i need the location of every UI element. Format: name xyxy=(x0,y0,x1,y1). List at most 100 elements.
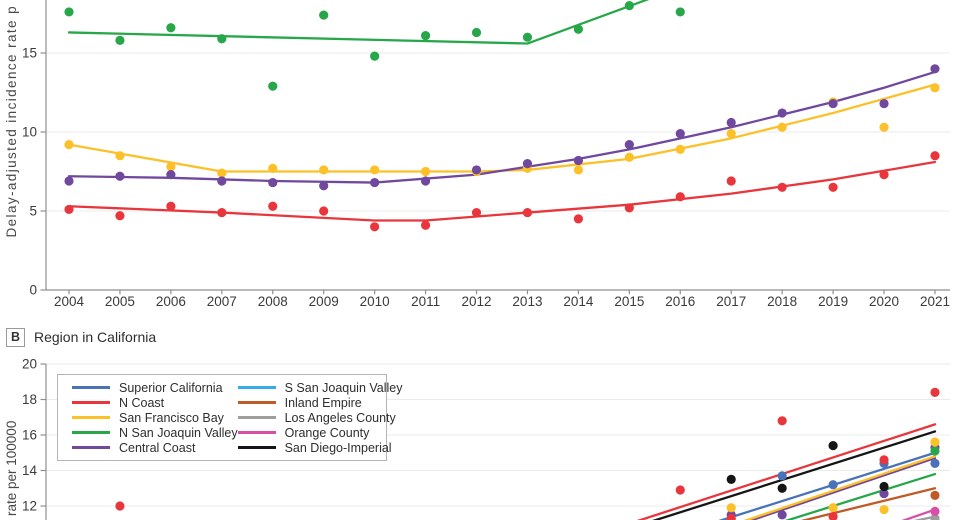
data-point xyxy=(64,140,74,150)
data-point xyxy=(726,503,736,513)
data-point xyxy=(370,165,380,175)
legend-item: S San Joaquin Valley xyxy=(237,380,403,395)
panel-a-y-axis-label: Delay-adjusted incidence rate p xyxy=(4,5,19,238)
data-point xyxy=(930,458,940,468)
data-point xyxy=(522,159,533,169)
data-point xyxy=(166,170,176,180)
panel-b-header: B Region in California xyxy=(6,327,156,347)
data-point xyxy=(777,122,787,132)
trend-line xyxy=(652,430,937,520)
legend-label: Los Angeles County xyxy=(284,410,396,425)
legend-item: San Diego-Imperial xyxy=(237,440,403,455)
data-point xyxy=(217,207,227,218)
trend-line xyxy=(784,472,937,520)
y-tick-label: 5 xyxy=(29,204,37,219)
data-point xyxy=(115,501,125,511)
x-tick-label: 2004 xyxy=(54,294,85,309)
data-point xyxy=(930,437,940,447)
y-tick-label: 14 xyxy=(22,463,38,478)
data-point xyxy=(420,176,431,186)
x-tick-label: 2005 xyxy=(105,294,135,309)
data-point xyxy=(879,455,889,465)
trend-line xyxy=(748,456,937,520)
data-point xyxy=(166,23,176,33)
data-point xyxy=(879,98,889,109)
data-point xyxy=(624,140,634,150)
data-point xyxy=(268,201,278,211)
trend-line xyxy=(800,487,937,520)
data-point xyxy=(930,387,940,397)
legend-swatch xyxy=(237,401,276,404)
data-point xyxy=(930,490,940,500)
data-point xyxy=(828,441,838,451)
data-point xyxy=(879,481,889,492)
legend-item: Superior California xyxy=(72,380,238,395)
data-point xyxy=(115,211,125,221)
data-point xyxy=(930,446,940,456)
data-point xyxy=(777,483,787,493)
legend-label: N Coast xyxy=(119,395,165,410)
data-point xyxy=(319,206,329,216)
legend-label: Inland Empire xyxy=(284,395,362,410)
panel-a-chart: Delay-adjusted incidence rate p 0 5 10 15 20… xyxy=(4,0,950,309)
legend-item: Central Coast xyxy=(72,440,238,455)
legend-swatch xyxy=(72,446,110,449)
data-point xyxy=(675,7,685,17)
legend-label: San Diego-Imperial xyxy=(284,440,392,455)
data-point xyxy=(624,1,634,11)
y-tick-label: 10 xyxy=(22,125,37,140)
legend-item: N Coast xyxy=(72,395,238,410)
data-point xyxy=(930,151,940,161)
data-point xyxy=(726,128,736,139)
data-point xyxy=(420,31,431,41)
x-tick-label: 2019 xyxy=(818,294,848,309)
data-point xyxy=(624,152,634,162)
data-point xyxy=(268,81,278,91)
data-point xyxy=(64,176,74,186)
panel-b-chart: rate per 100000 20 18 16 14 12 xyxy=(4,357,950,520)
legend-item: N San Joaquin Valley xyxy=(72,425,238,440)
legend-item: Orange County xyxy=(237,425,403,440)
legend-swatch xyxy=(237,431,276,434)
data-point xyxy=(828,503,838,513)
data-point xyxy=(64,7,74,17)
legend-swatch xyxy=(72,416,110,419)
data-point xyxy=(777,182,787,192)
data-point xyxy=(268,177,278,188)
data-point xyxy=(522,32,533,42)
data-point xyxy=(573,24,584,34)
x-tick-label: 2007 xyxy=(207,294,237,309)
data-point xyxy=(370,222,380,232)
data-point xyxy=(471,207,482,218)
data-point xyxy=(624,203,634,213)
data-point xyxy=(64,204,74,215)
legend-label: N San Joaquin Valley xyxy=(119,425,238,440)
data-point xyxy=(370,51,380,61)
x-tick-label: 2011 xyxy=(411,294,440,309)
x-tick-label: 2010 xyxy=(360,294,390,309)
trend-line xyxy=(743,455,937,520)
data-point xyxy=(522,207,533,218)
data-point xyxy=(166,162,176,172)
data-point xyxy=(319,10,329,20)
x-tick-label: 2016 xyxy=(665,294,695,309)
y-tick-label: 12 xyxy=(22,499,37,514)
y-tick-label: 16 xyxy=(22,428,37,443)
data-point xyxy=(420,220,431,230)
data-point xyxy=(471,165,482,175)
y-tick-label: 15 xyxy=(22,46,37,61)
data-point xyxy=(319,165,329,175)
legend-label: Superior California xyxy=(119,380,223,395)
data-point xyxy=(115,151,125,161)
data-point xyxy=(471,27,482,38)
data-point xyxy=(115,171,125,181)
legend-swatch xyxy=(237,416,276,419)
data-point xyxy=(268,163,278,173)
legend-item: Inland Empire xyxy=(237,395,403,410)
data-point xyxy=(879,170,889,180)
data-point xyxy=(777,510,787,520)
data-point xyxy=(726,474,736,484)
x-tick-label: 2015 xyxy=(614,294,644,309)
trend-line xyxy=(67,0,650,45)
y-tick-label: 18 xyxy=(22,392,37,407)
